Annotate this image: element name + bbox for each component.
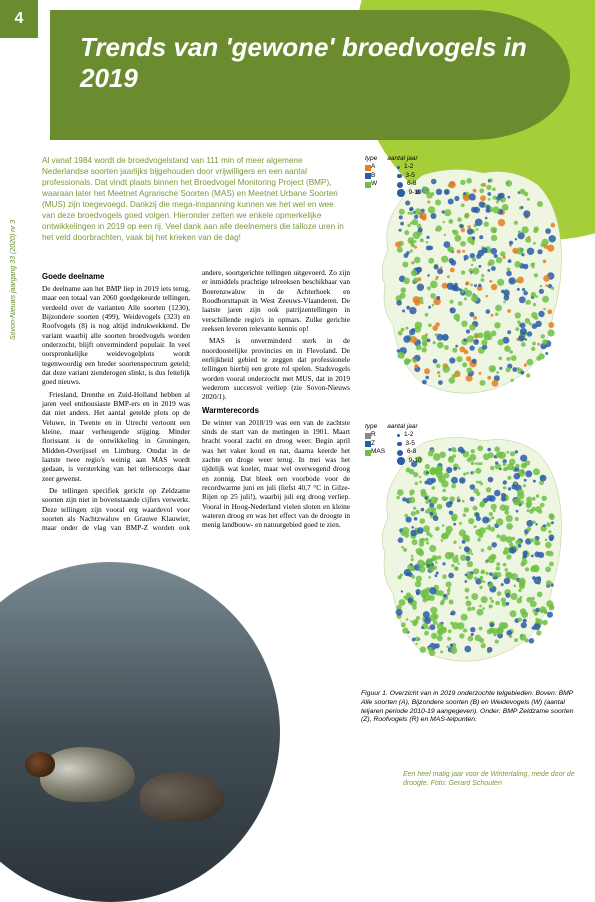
map-bottom: type aantal jaar R 1-2 Z 3-5 MAS 6-8 9-1… bbox=[363, 423, 583, 683]
legend-count: 9-10 bbox=[409, 189, 422, 197]
legend-count: 9-10 bbox=[409, 457, 422, 465]
legend-label: W bbox=[371, 180, 377, 188]
legend-hdr-type: type bbox=[365, 155, 377, 163]
legend-row: MAS 6-8 bbox=[365, 448, 422, 456]
legend-count: 3-5 bbox=[406, 172, 415, 180]
maps-column: type aantal jaar A 1-2 B 3-5 W 6-8 9-10 … bbox=[363, 155, 583, 691]
legend-dot bbox=[397, 182, 403, 188]
title-banner: Trends van 'gewone' broedvogels in 2019 bbox=[50, 10, 570, 140]
legend-count: 6-8 bbox=[407, 180, 416, 188]
legend-count: 6-8 bbox=[407, 448, 416, 456]
legend-dot bbox=[397, 442, 402, 447]
article-title: Trends van 'gewone' broedvogels in 2019 bbox=[80, 32, 540, 94]
figure-caption: Figuur 1. Overzicht van in 2019 onderzoc… bbox=[361, 690, 583, 725]
legend-row: 9-10 bbox=[365, 457, 422, 465]
intro-paragraph: Al vanaf 1984 wordt de broedvogelstand v… bbox=[42, 155, 347, 244]
body-para: Friesland, Drenthe en Zuid-Holland hebbe… bbox=[42, 390, 190, 483]
bird-photo bbox=[0, 562, 280, 902]
section-heading: Warmterecords bbox=[202, 406, 350, 416]
legend-count: 1-2 bbox=[404, 431, 413, 439]
page-number-badge: 4 bbox=[0, 0, 38, 38]
legend-dot bbox=[397, 174, 402, 179]
legend-dot bbox=[397, 434, 400, 437]
duck-illustration bbox=[140, 772, 225, 822]
journal-ref: Sovon-Nieuws jaargang 33 (2020) nr 3 bbox=[10, 220, 17, 340]
legend-row: R 1-2 bbox=[365, 431, 422, 439]
legend-row: 9-10 bbox=[365, 189, 422, 197]
map-legend: type aantal jaar A 1-2 B 3-5 W 6-8 9-10 bbox=[365, 155, 422, 197]
body-para: De winter van 2018/19 was een van de zac… bbox=[202, 418, 350, 530]
map-top: type aantal jaar A 1-2 B 3-5 W 6-8 9-10 bbox=[363, 155, 583, 415]
legend-label: R bbox=[371, 431, 376, 439]
legend-dot bbox=[397, 457, 405, 465]
legend-row: W 6-8 bbox=[365, 180, 422, 188]
legend-label: A bbox=[371, 163, 375, 171]
legend-row: A 1-2 bbox=[365, 163, 422, 171]
legend-dot bbox=[397, 166, 400, 169]
legend-dot bbox=[397, 189, 405, 197]
section-heading: Goede deelname bbox=[42, 272, 190, 282]
body-text: Goede deelname De deelname aan het BMP l… bbox=[42, 268, 350, 533]
legend-hdr-count: aantal jaar bbox=[387, 423, 417, 431]
map-legend: type aantal jaar R 1-2 Z 3-5 MAS 6-8 9-1… bbox=[365, 423, 422, 465]
body-para: MAS is onverminderd sterk in de noordoos… bbox=[202, 336, 350, 401]
legend-dot bbox=[397, 450, 403, 456]
page-number: 4 bbox=[15, 10, 24, 28]
legend-count: 1-2 bbox=[404, 163, 413, 171]
photo-caption: Een heel matig jaar voor de Wintertaling… bbox=[403, 770, 583, 788]
legend-hdr-type: type bbox=[365, 423, 377, 431]
legend-row: Z 3-5 bbox=[365, 440, 422, 448]
legend-label: MAS bbox=[371, 448, 385, 456]
body-para: De deelname aan het BMP liep in 2019 iet… bbox=[42, 284, 190, 387]
legend-row: B 3-5 bbox=[365, 172, 422, 180]
legend-hdr-count: aantal jaar bbox=[387, 155, 417, 163]
duck-illustration bbox=[40, 747, 135, 802]
legend-count: 3-5 bbox=[406, 440, 415, 448]
legend-label: Z bbox=[371, 440, 375, 448]
legend-label: B bbox=[371, 172, 375, 180]
